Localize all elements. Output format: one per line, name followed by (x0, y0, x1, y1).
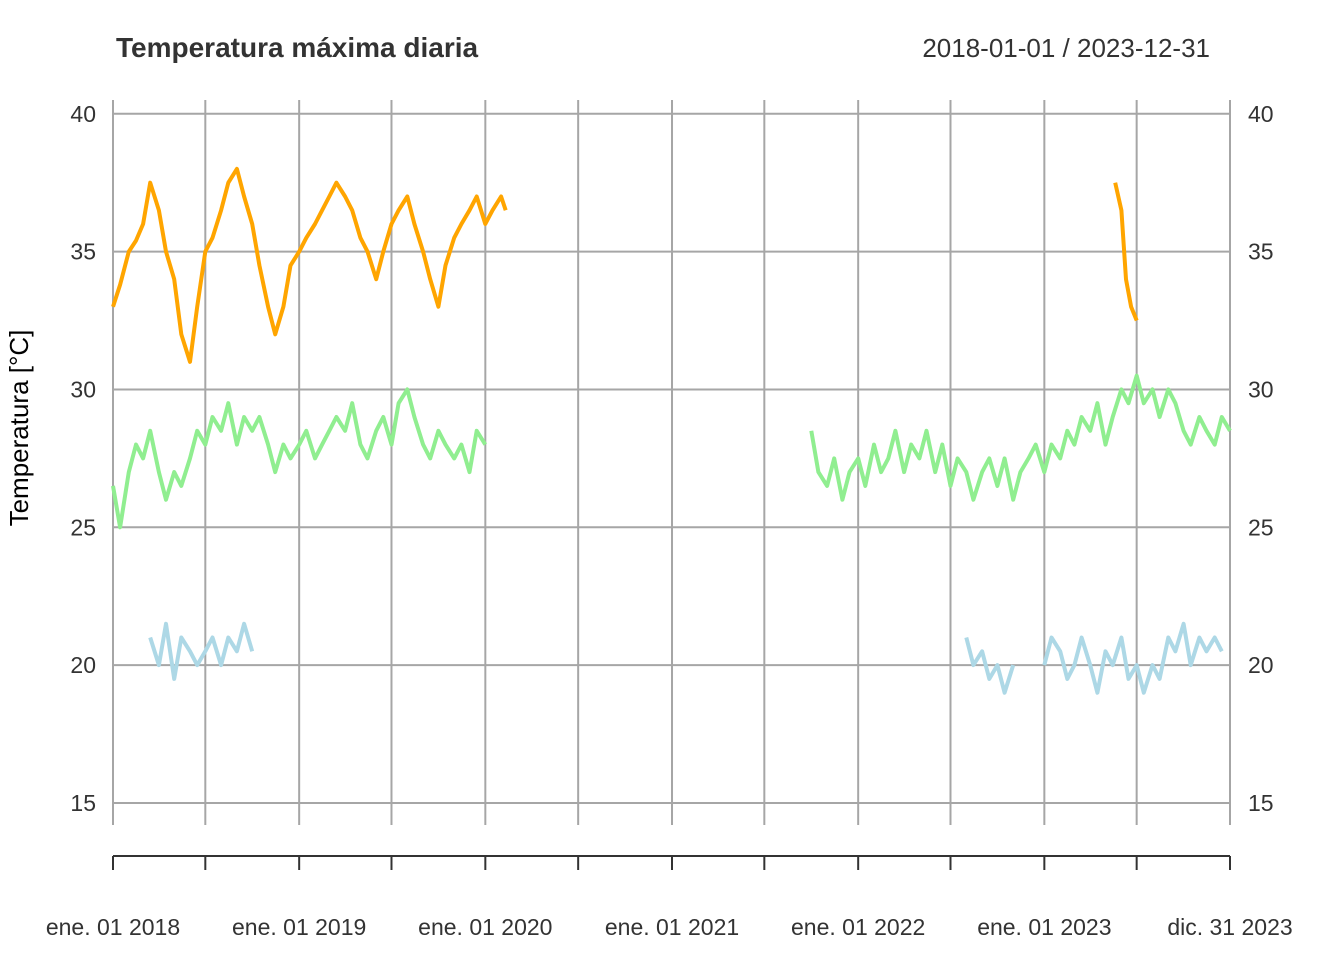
series-line (111, 387, 487, 530)
x-tick-label: ene. 01 2019 (232, 914, 366, 940)
date-range: 2018-01-01 / 2023-12-31 (922, 33, 1210, 63)
y-tick-label-right: 15 (1248, 790, 1274, 816)
axes: 15 15 20 20 25 25 30 30 35 35 40 40 ene. 01 2018 ene.… (46, 101, 1293, 940)
x-tick-label: ene. 01 2018 (46, 914, 180, 940)
y-tick-label-right: 20 (1248, 652, 1274, 678)
y-tick-label-left: 35 (70, 239, 96, 265)
x-tick-label: ene. 01 2020 (418, 914, 552, 940)
y-tick-label-right: 35 (1248, 239, 1274, 265)
grid-lines (112, 100, 1231, 825)
series-line (1042, 621, 1224, 695)
series-line (809, 373, 1232, 502)
series-line (1113, 182, 1139, 322)
series-line (148, 621, 255, 681)
y-tick-label-left: 25 (70, 514, 96, 540)
y-axis-label: Temperatura [°C] (4, 330, 34, 527)
x-tick-label: dic. 31 2023 (1167, 914, 1292, 940)
series-line (111, 166, 508, 364)
series-lines (111, 166, 1232, 695)
x-tick-label: ene. 01 2022 (791, 914, 925, 940)
y-tick-label-left: 30 (70, 376, 96, 402)
y-tick-label-right: 30 (1248, 376, 1274, 402)
series-line (964, 637, 1016, 695)
y-tick-label-left: 40 (70, 101, 96, 127)
y-tick-label-right: 25 (1248, 514, 1274, 540)
chart-title: Temperatura máxima diaria (116, 32, 479, 63)
y-tick-label-left: 20 (70, 652, 96, 678)
y-tick-label-left: 15 (70, 790, 96, 816)
x-tick-label: ene. 01 2021 (605, 914, 739, 940)
y-tick-label-right: 40 (1248, 101, 1274, 127)
x-tick-label: ene. 01 2023 (977, 914, 1111, 940)
